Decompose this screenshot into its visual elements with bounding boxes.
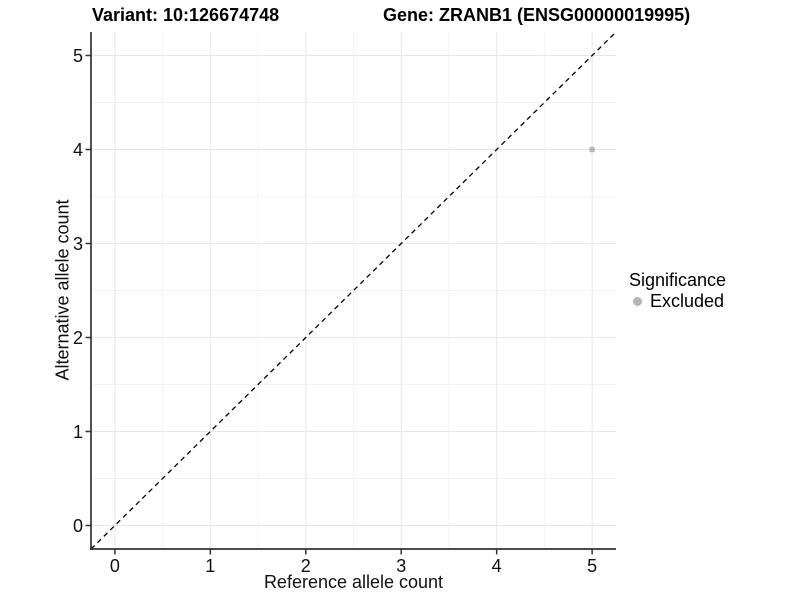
- y-tick-label: 2: [72, 327, 83, 348]
- x-axis-title: Reference allele count: [263, 572, 444, 592]
- y-tick-label: 3: [72, 233, 83, 254]
- y-tick-label: 4: [72, 139, 83, 160]
- data-point: [589, 146, 596, 153]
- y-tick-label: 5: [72, 45, 83, 66]
- y-tick-label: 1: [72, 421, 83, 442]
- x-tick-label: 4: [491, 556, 502, 576]
- plot-title-gene: Gene: ZRANB1 (ENSG00000019995): [383, 5, 691, 25]
- y-tick-label: 0: [72, 515, 83, 536]
- legend-title: Significance: [629, 270, 727, 290]
- legend-item-excluded: Excluded: [633, 291, 726, 311]
- x-tick-label: 2: [300, 556, 311, 576]
- x-tick-label: 0: [109, 556, 120, 576]
- excluded-point-icon: [633, 296, 642, 306]
- legend-item-label: Excluded: [650, 291, 725, 311]
- identity-reference-line: [90, 31, 617, 550]
- y-axis-title: Alternative allele count: [52, 199, 73, 381]
- x-tick-label: 5: [587, 556, 598, 576]
- x-tick-label: 3: [396, 556, 407, 576]
- x-tick-label: 1: [205, 556, 216, 576]
- legend: Significance Excluded: [629, 270, 726, 311]
- plot-title-variant: Variant: 10:126674748: [92, 5, 280, 25]
